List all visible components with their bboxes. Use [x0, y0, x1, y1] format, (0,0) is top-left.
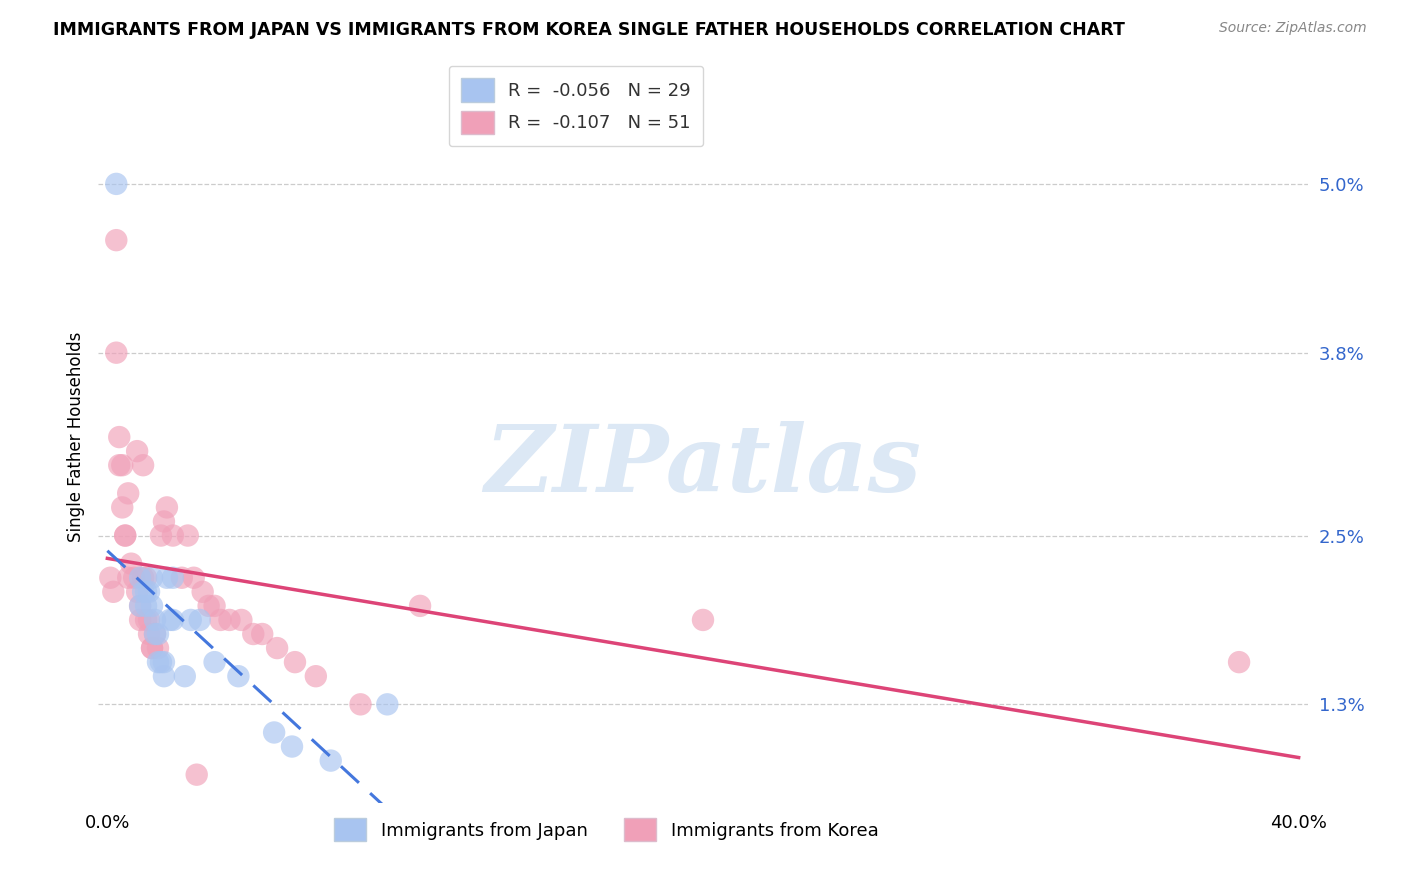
Point — [143, 613, 166, 627]
Point — [105, 345, 128, 359]
Point — [153, 669, 176, 683]
Point — [188, 613, 211, 627]
Point — [263, 725, 285, 739]
Point — [197, 599, 219, 613]
Point — [252, 627, 274, 641]
Point — [127, 584, 149, 599]
Point — [191, 584, 214, 599]
Point — [170, 571, 193, 585]
Point — [186, 767, 208, 781]
Point — [409, 599, 432, 613]
Point — [103, 584, 125, 599]
Point — [117, 571, 139, 585]
Point — [218, 613, 240, 627]
Point — [129, 613, 152, 627]
Point — [108, 430, 131, 444]
Point — [129, 599, 152, 613]
Point — [183, 571, 205, 585]
Point — [108, 458, 131, 473]
Point — [162, 613, 184, 627]
Point — [117, 486, 139, 500]
Point — [135, 571, 157, 585]
Point — [1227, 655, 1250, 669]
Point — [231, 613, 253, 627]
Point — [349, 698, 371, 712]
Point — [132, 584, 155, 599]
Point — [120, 557, 142, 571]
Point — [135, 599, 157, 613]
Point — [138, 627, 160, 641]
Point — [149, 655, 172, 669]
Point — [177, 528, 200, 542]
Text: ZIPatlas: ZIPatlas — [485, 421, 921, 511]
Point — [156, 571, 179, 585]
Point — [111, 458, 134, 473]
Point — [141, 641, 163, 656]
Point — [143, 627, 166, 641]
Point — [375, 698, 398, 712]
Point — [153, 655, 176, 669]
Point — [135, 613, 157, 627]
Text: IMMIGRANTS FROM JAPAN VS IMMIGRANTS FROM KOREA SINGLE FATHER HOUSEHOLDS CORRELAT: IMMIGRANTS FROM JAPAN VS IMMIGRANTS FROM… — [53, 21, 1125, 39]
Point — [114, 528, 136, 542]
Point — [162, 571, 184, 585]
Point — [159, 613, 181, 627]
Point — [135, 584, 157, 599]
Point — [228, 669, 250, 683]
Point — [141, 641, 163, 656]
Point — [141, 571, 163, 585]
Point — [132, 571, 155, 585]
Y-axis label: Single Father Households: Single Father Households — [66, 332, 84, 542]
Point — [242, 627, 264, 641]
Point — [105, 233, 128, 247]
Point — [132, 458, 155, 473]
Point — [149, 528, 172, 542]
Point — [281, 739, 304, 754]
Point — [138, 584, 160, 599]
Point — [266, 641, 288, 656]
Point — [204, 655, 226, 669]
Point — [129, 599, 152, 613]
Point — [173, 669, 195, 683]
Point — [129, 571, 152, 585]
Point — [141, 599, 163, 613]
Point — [305, 669, 328, 683]
Point — [111, 500, 134, 515]
Point — [180, 613, 202, 627]
Point — [204, 599, 226, 613]
Point — [114, 528, 136, 542]
Point — [105, 177, 128, 191]
Point — [156, 500, 179, 515]
Point — [319, 754, 342, 768]
Point — [127, 444, 149, 458]
Text: Source: ZipAtlas.com: Source: ZipAtlas.com — [1219, 21, 1367, 36]
Point — [143, 627, 166, 641]
Point — [162, 528, 184, 542]
Point — [284, 655, 307, 669]
Legend: Immigrants from Japan, Immigrants from Korea: Immigrants from Japan, Immigrants from K… — [326, 811, 886, 848]
Point — [138, 613, 160, 627]
Point — [692, 613, 714, 627]
Point — [146, 641, 169, 656]
Point — [146, 627, 169, 641]
Point — [122, 571, 145, 585]
Point — [153, 515, 176, 529]
Point — [98, 571, 121, 585]
Point — [209, 613, 232, 627]
Point — [146, 655, 169, 669]
